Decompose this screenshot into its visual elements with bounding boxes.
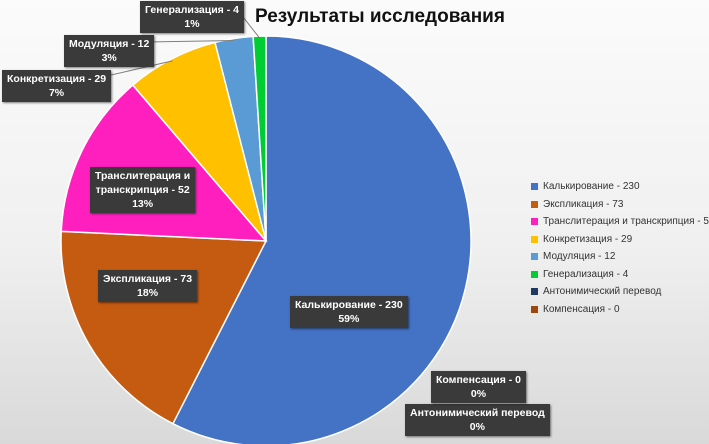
legend-swatch: [531, 218, 538, 226]
data-label-percent: 18%: [137, 287, 159, 299]
data-label-percent: 0%: [469, 421, 485, 433]
data-label-percent: 3%: [101, 52, 117, 64]
data-label-6: Генерализация - 4 1%: [140, 1, 244, 33]
pie-slice-1: [171, 35, 472, 444]
data-label-1: Калькирование - 230 59%: [290, 296, 408, 328]
data-label-name: транскрипция - 52: [95, 184, 190, 196]
data-label-4: Конкретизация - 29 7%: [2, 70, 112, 102]
data-label-name: Транслитерация и: [95, 170, 191, 182]
legend-item-6: Генерализация - 4: [531, 266, 709, 284]
legend-swatch: [531, 253, 538, 261]
legend-swatch: [531, 270, 538, 278]
legend-label: Калькирование - 230: [543, 181, 640, 193]
chart-title: Результаты исследования: [255, 6, 505, 27]
data-label-3: Транслитерация и транскрипция - 52 13%: [90, 167, 196, 213]
data-label-name: Генерализация - 4: [145, 4, 239, 16]
legend-label: Антонимический перевод: [543, 286, 662, 298]
data-label-percent: 59%: [338, 313, 360, 325]
data-label-percent: 0%: [470, 388, 487, 400]
data-label-name: Экспликация - 73: [103, 273, 193, 285]
legend-label: Экспликация - 73: [543, 198, 624, 210]
legend-swatch: [531, 288, 538, 296]
data-label-7: Антонимический перевод 0%: [405, 404, 550, 436]
legend-item-2: Экспликация - 73: [531, 196, 709, 214]
leader-line-5: [146, 39, 235, 43]
legend-item-8: Компенсация - 0: [531, 301, 709, 319]
legend-item-1: Калькирование - 230: [531, 178, 709, 196]
legend-swatch: [531, 183, 538, 191]
legend-item-4: Конкретизация - 29: [531, 231, 709, 249]
legend-label: Генерализация - 4: [543, 268, 629, 280]
legend-swatch: [531, 305, 538, 313]
legend-label: Транслитерация и транскрипция - 52: [543, 216, 709, 228]
data-label-percent: 7%: [48, 87, 65, 99]
data-label-5: Модуляция - 12 3%: [64, 35, 155, 67]
legend-item-3: Транслитерация и транскрипция - 52: [531, 213, 709, 231]
legend-swatch: [531, 200, 538, 208]
data-label-2: Экспликация - 73 18%: [98, 270, 198, 302]
data-label-name: Калькирование - 230: [295, 299, 403, 311]
legend-item-5: Модуляция - 12: [531, 248, 709, 266]
pie-slice-6: [252, 35, 267, 242]
data-label-name: Компенсация - 0: [436, 374, 521, 386]
data-label-percent: 1%: [184, 18, 200, 30]
data-label-name: Антонимический перевод: [410, 407, 545, 419]
data-label-name: Модуляция - 12: [69, 38, 150, 50]
data-label-percent: 13%: [132, 198, 154, 210]
data-label-name: Конкретизация - 29: [7, 73, 107, 85]
data-label-8: Компенсация - 0 0%: [431, 371, 526, 403]
legend-label: Конкретизация - 29: [543, 233, 633, 245]
legend-label: Модуляция - 12: [543, 251, 616, 263]
legend: Калькирование - 230 Экспликация - 73 Транс…: [531, 178, 709, 318]
legend-label: Компенсация - 0: [543, 303, 620, 315]
legend-item-7: Антонимический перевод: [531, 283, 709, 301]
legend-swatch: [531, 235, 538, 243]
